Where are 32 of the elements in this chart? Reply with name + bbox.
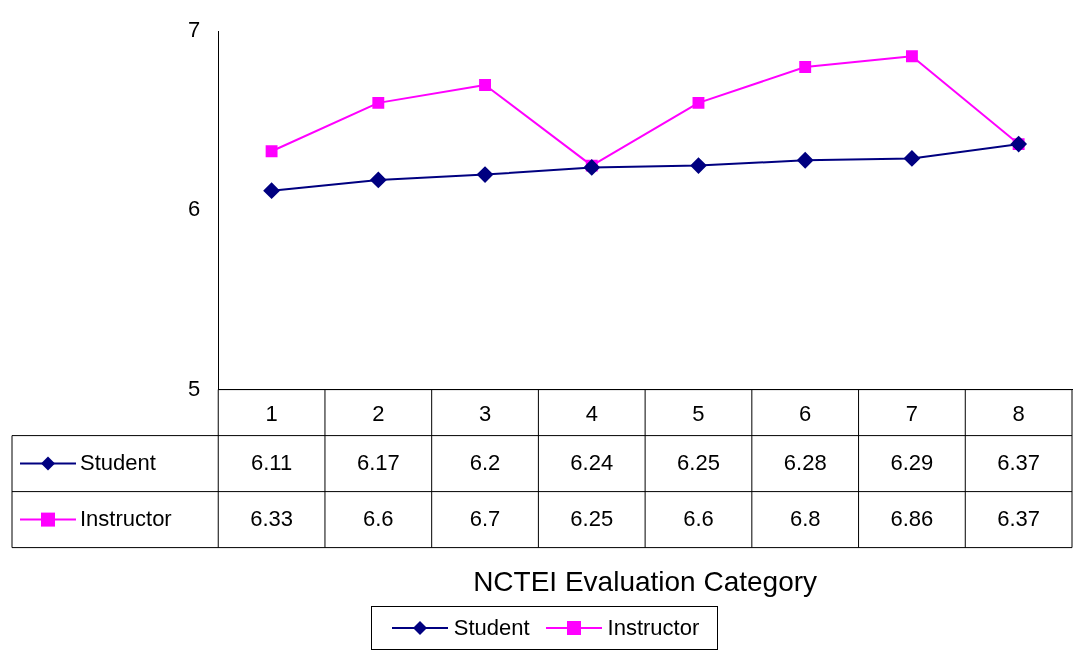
data-label: 6.29 bbox=[890, 449, 934, 475]
data-label: 6.25 bbox=[677, 449, 720, 475]
data-label: 6.8 bbox=[789, 505, 821, 531]
data-label: 6.11 bbox=[251, 449, 293, 475]
data-label: 6.7 bbox=[469, 505, 501, 531]
data-label: 6.2 bbox=[469, 449, 501, 475]
data-label: 6.6 bbox=[363, 505, 394, 531]
data-label: 6.25 bbox=[570, 505, 614, 531]
text: Student bbox=[453, 615, 530, 640]
x-tick-label: 7 bbox=[905, 400, 919, 426]
x-tick-label: 8 bbox=[1012, 400, 1025, 426]
y-tick-label: 5 bbox=[187, 375, 201, 401]
data-label: 6.24 bbox=[570, 449, 614, 475]
y-tick-label: 7 bbox=[187, 17, 201, 43]
data-label: 6.6 bbox=[683, 505, 714, 531]
x-tick-label: 5 bbox=[692, 400, 705, 426]
x-tick-label: 6 bbox=[799, 400, 812, 426]
data-label: 6.86 bbox=[890, 505, 934, 531]
legend-label: Instructor bbox=[80, 505, 172, 531]
data-label: 6.37 bbox=[997, 449, 1041, 475]
data-label: 6.28 bbox=[783, 449, 827, 475]
x-tick-label: 4 bbox=[585, 400, 598, 426]
data-label: 6.37 bbox=[997, 505, 1041, 531]
x-tick-label: 1 bbox=[265, 400, 278, 426]
legend-label: Student bbox=[80, 449, 156, 475]
data-label: 6.33 bbox=[250, 505, 294, 531]
data-label: 6.17 bbox=[356, 449, 400, 475]
text: NCTEI Evaluation Category bbox=[473, 566, 818, 598]
x-tick-label: 2 bbox=[372, 400, 385, 426]
text: Instructor bbox=[607, 615, 700, 640]
x-tick-label: 3 bbox=[478, 400, 492, 426]
y-tick-label: 6 bbox=[187, 196, 201, 222]
